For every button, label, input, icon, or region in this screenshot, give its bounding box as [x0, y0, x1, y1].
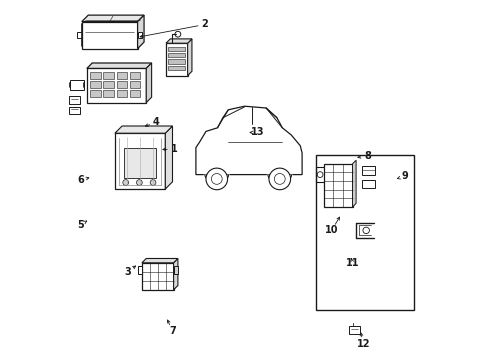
Text: 6: 6 [77, 175, 83, 185]
Polygon shape [87, 63, 151, 68]
Polygon shape [166, 39, 192, 43]
Polygon shape [87, 68, 146, 103]
Bar [168, 47, 185, 51]
Text: 2: 2 [201, 19, 208, 30]
Circle shape [268, 168, 290, 190]
Polygon shape [115, 126, 172, 133]
Bar [116, 90, 127, 97]
Text: 3: 3 [124, 267, 131, 277]
Text: 1: 1 [171, 144, 177, 154]
Polygon shape [137, 266, 142, 274]
Polygon shape [77, 32, 81, 38]
Text: 9: 9 [401, 171, 407, 181]
Text: 10: 10 [324, 225, 338, 235]
Bar [168, 53, 185, 57]
Bar [348, 326, 359, 334]
Polygon shape [142, 263, 173, 290]
Circle shape [136, 180, 142, 185]
Polygon shape [173, 258, 178, 290]
Polygon shape [137, 32, 142, 38]
Polygon shape [81, 15, 144, 22]
Bar [69, 107, 80, 114]
Polygon shape [115, 133, 165, 189]
Bar [129, 81, 140, 88]
Polygon shape [166, 43, 187, 76]
Bar [116, 81, 127, 88]
Text: 13: 13 [251, 127, 264, 138]
Text: 11: 11 [345, 258, 359, 268]
Polygon shape [137, 15, 144, 49]
Polygon shape [81, 22, 137, 49]
Bar [168, 66, 185, 70]
Bar [90, 90, 101, 97]
Polygon shape [187, 39, 192, 76]
Bar [103, 90, 114, 97]
Bar [70, 80, 84, 90]
Bar [90, 72, 101, 79]
Bar [168, 59, 185, 63]
Polygon shape [352, 160, 355, 207]
Text: 7: 7 [169, 326, 176, 336]
Text: 4: 4 [153, 117, 160, 127]
Bar [69, 96, 80, 104]
Text: 8: 8 [364, 150, 370, 161]
Circle shape [122, 180, 128, 185]
Bar [103, 72, 114, 79]
Polygon shape [323, 164, 352, 207]
Bar [129, 90, 140, 97]
Circle shape [205, 168, 227, 190]
Polygon shape [142, 258, 178, 263]
Bar [361, 180, 374, 188]
Bar [316, 155, 413, 310]
Bar [123, 148, 156, 178]
Circle shape [150, 180, 156, 185]
Polygon shape [173, 266, 178, 274]
Bar [103, 81, 114, 88]
Bar [116, 72, 127, 79]
Polygon shape [146, 63, 151, 103]
Polygon shape [165, 126, 172, 189]
Bar [90, 81, 101, 88]
Text: 5: 5 [77, 220, 83, 230]
Text: 12: 12 [356, 339, 369, 349]
Polygon shape [196, 106, 302, 175]
Bar [129, 72, 140, 79]
Bar [361, 166, 374, 175]
